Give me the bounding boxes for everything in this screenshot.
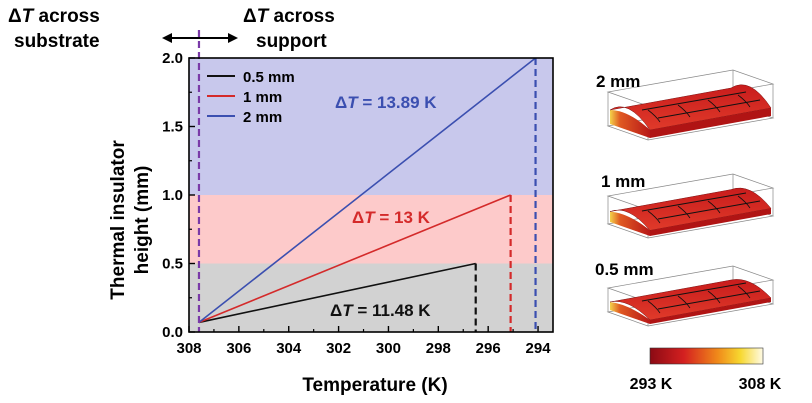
- y-tick-label-1.5: 1.5: [162, 119, 183, 136]
- colorbar: [649, 347, 764, 365]
- inset-segment-line: [737, 285, 751, 299]
- series-line-1mm: [198, 194, 511, 324]
- x-tick-label-302: 302: [326, 340, 351, 357]
- double-arrow-icon: [162, 33, 238, 43]
- inset-label-0.5mm: 0.5 mm: [595, 260, 654, 279]
- inset-heater-outline: [641, 192, 761, 220]
- band-2: [189, 58, 553, 195]
- inset-segment-line: [677, 295, 691, 309]
- band-0: [189, 263, 553, 332]
- legend-label-2mm: 2 mm: [243, 109, 282, 126]
- inset-slab-side: [650, 108, 771, 138]
- top-label-substrate-line2: substrate: [14, 31, 100, 52]
- x-tick-label-294: 294: [526, 340, 552, 357]
- legend: 0.5 mm 1 mm 2 mm: [207, 69, 295, 126]
- inset-2mm: [606, 69, 775, 141]
- y-tick-label-2: 2.0: [162, 50, 183, 67]
- background-bands: [189, 58, 553, 332]
- y-tick-label-0: 0.0: [162, 324, 183, 341]
- top-label-support-line1: ΔT across: [243, 6, 335, 27]
- annotation-0.5mm: ΔT = 11.48 K: [330, 301, 431, 320]
- inset-segment-line: [647, 300, 661, 314]
- inset-segment-line: [647, 210, 661, 224]
- x-axis-label: Temperature (K): [302, 375, 447, 396]
- inset-slab-front: [610, 302, 650, 324]
- inset-segment-line: [737, 195, 751, 209]
- x-tick-label-304: 304: [276, 340, 302, 357]
- inset-segment-line: [737, 94, 751, 108]
- inset-segment-line: [677, 104, 691, 118]
- x-tick-label-308: 308: [176, 340, 201, 357]
- series-line-2mm: [198, 57, 537, 324]
- y-tick-label-0.5: 0.5: [162, 256, 183, 273]
- inset-slab-front: [610, 211, 650, 236]
- inset-segment-line: [707, 99, 721, 113]
- inset-segment-line: [647, 109, 661, 123]
- series-line-0.5mm: [198, 262, 476, 324]
- x-tick-label-298: 298: [426, 340, 451, 357]
- simulation-insets: [606, 69, 775, 327]
- y-axis-label-line2: height (mm): [132, 166, 153, 275]
- top-label-substrate-line1: ΔT across: [8, 6, 100, 27]
- x-tick-label-296: 296: [476, 340, 501, 357]
- inset-slab-front: [610, 110, 650, 138]
- inset-segment-line: [707, 200, 721, 214]
- series-group: [197, 30, 537, 332]
- annotation-2mm: ΔT = 13.89 K: [335, 93, 437, 112]
- colorbar-max-label: 308 K: [739, 376, 782, 393]
- legend-label-0.5mm: 0.5 mm: [243, 69, 295, 86]
- y-tick-label-1: 1.0: [162, 187, 183, 204]
- inset-0.5mm: [606, 265, 775, 327]
- inset-label-1mm: 1 mm: [601, 172, 645, 191]
- axes: 308 306 304 302 300 298 296 294 0.0 0.5 1.0 1.5 2.0: [162, 50, 554, 357]
- inset-label-2mm: 2 mm: [596, 72, 640, 91]
- inset-heater-outline: [641, 282, 761, 310]
- colorbar-min-label: 293 K: [630, 376, 673, 393]
- annotation-1mm: ΔT = 13 K: [352, 208, 431, 227]
- inset-heater-outline: [641, 91, 761, 119]
- inset-segment-line: [677, 205, 691, 219]
- top-label-support-line2: support: [256, 31, 327, 52]
- inset-slab-side: [650, 298, 771, 324]
- inset-1mm: [606, 173, 775, 239]
- legend-label-1mm: 1 mm: [243, 89, 282, 106]
- x-tick-label-300: 300: [376, 340, 401, 357]
- inset-segment-line: [707, 290, 721, 304]
- band-1: [189, 195, 553, 264]
- inset-slab-side: [650, 208, 771, 236]
- y-axis-label-line1: Thermal insulator: [108, 140, 129, 300]
- x-tick-label-306: 306: [226, 340, 251, 357]
